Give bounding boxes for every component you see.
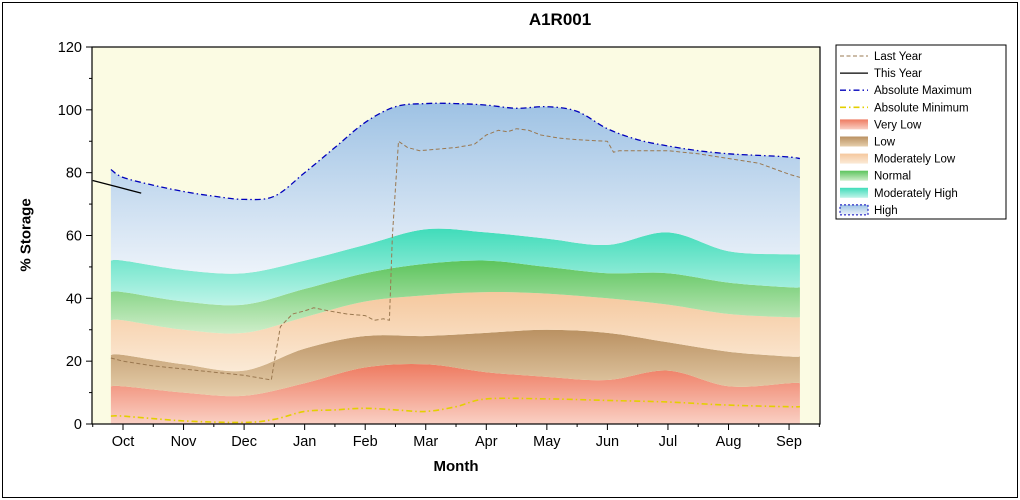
bands: [110, 103, 800, 424]
line-absolute-maximum: [110, 102, 800, 201]
legend-item-label: Moderately High: [874, 188, 958, 200]
legend-item-absolute-maximum: Absolute Maximum: [840, 85, 972, 97]
legend-item-low: Low: [840, 136, 896, 149]
legend-swatch-box: [840, 153, 868, 164]
legend-item-label: High: [874, 205, 898, 217]
line-last-year: [110, 128, 801, 381]
x-axis-title: Month: [433, 458, 479, 475]
tick-labels: 0 20 40 60 80 100 120 Oct Nov Dec Jan Feb Mar Apr May J…: [58, 40, 802, 450]
line-absolute-minimum: [110, 397, 800, 424]
legend: Last Year This Year Absolute Maximum Absolu…: [835, 44, 1007, 220]
y-tick-label: 60: [66, 229, 82, 245]
x-tick-label: Feb: [353, 434, 378, 450]
legend-item-absolute-minimum: Absolute Minimum: [840, 102, 969, 114]
legend-item-label: Absolute Minimum: [874, 102, 969, 114]
legend-swatch-box: [840, 170, 868, 181]
legend-item-very-low: Very Low: [840, 119, 922, 131]
legend-item-label: Last Year: [874, 51, 922, 63]
series-lines: [92, 102, 801, 424]
band-moderately-high: [110, 228, 800, 306]
y-tick-label: 120: [58, 40, 82, 56]
band-moderately-low: [110, 292, 800, 372]
legend-item-label: Moderately Low: [874, 154, 956, 166]
band-normal: [110, 260, 800, 334]
legend-swatch-box: [839, 204, 869, 216]
band-low: [110, 329, 800, 397]
y-axis-title: % Storage: [17, 198, 35, 272]
x-tick-label: Jul: [659, 434, 678, 450]
legend-item-high: High: [839, 204, 898, 217]
legend-item-this-year: This Year: [840, 68, 922, 80]
legend-swatch-box: [840, 187, 868, 198]
legend-item-moderately-low: Moderately Low: [840, 153, 956, 166]
line-this-year: [92, 179, 142, 194]
legend-item-label: Absolute Maximum: [874, 85, 972, 97]
x-tick-label: Apr: [475, 434, 498, 450]
x-tick-label: Oct: [112, 434, 135, 450]
y-tick-label: 0: [74, 417, 82, 433]
legend-item-label: This Year: [874, 68, 922, 80]
x-tick-label: Dec: [231, 434, 257, 450]
y-tick-label: 20: [66, 354, 82, 370]
x-tick-label: Aug: [716, 434, 742, 450]
axis-ticks: [86, 46, 820, 430]
legend-item-label: Very Low: [874, 119, 922, 131]
legend-item-label: Low: [874, 137, 896, 149]
y-tick-label: 40: [66, 291, 82, 307]
x-tick-label: Jan: [293, 434, 316, 450]
legend-item-last-year: Last Year: [840, 51, 922, 63]
x-tick-label: Nov: [171, 434, 198, 450]
legend-item-moderately-high: Moderately High: [840, 187, 958, 200]
legend-item-normal: Normal: [840, 170, 911, 183]
legend-swatch-box: [840, 119, 868, 130]
band-high: [110, 103, 800, 274]
legend-swatch-box: [840, 136, 868, 147]
y-tick-label: 100: [58, 103, 82, 119]
band-very-low: [110, 364, 800, 424]
legend-item-label: Normal: [874, 171, 911, 183]
chart-title: A1R001: [528, 10, 592, 29]
x-tick-label: Sep: [776, 434, 802, 450]
x-tick-label: Jun: [596, 434, 619, 450]
x-tick-label: Mar: [413, 434, 438, 450]
x-tick-label: May: [533, 434, 561, 450]
y-tick-label: 80: [66, 166, 82, 182]
